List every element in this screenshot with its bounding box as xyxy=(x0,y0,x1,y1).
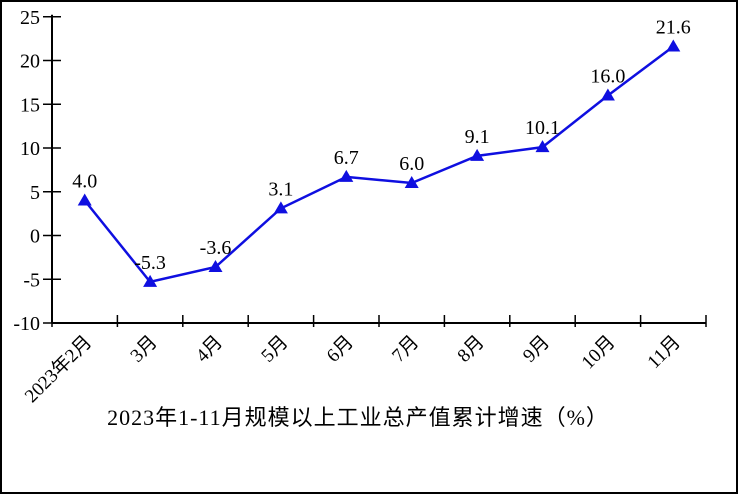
data-point-marker xyxy=(535,140,550,153)
x-axis-label: 3月 xyxy=(127,332,162,367)
y-axis-tick-label: 25 xyxy=(20,7,40,29)
data-point-marker xyxy=(339,169,354,182)
y-axis-tick-label: 15 xyxy=(20,94,40,116)
data-point-label: 3.1 xyxy=(268,178,293,200)
data-point-label: -5.3 xyxy=(134,252,166,274)
data-point-label: 6.0 xyxy=(399,153,424,175)
data-point-marker xyxy=(77,193,92,206)
y-axis-tick-label: 0 xyxy=(30,226,40,248)
x-axis-label: 8月 xyxy=(454,332,489,367)
data-point-label: 21.6 xyxy=(656,17,691,39)
data-point-marker xyxy=(470,148,485,161)
x-axis-label: 7月 xyxy=(388,332,423,367)
x-axis-label: 5月 xyxy=(257,332,292,367)
x-axis-label: 4月 xyxy=(192,332,227,367)
x-axis-label: 6月 xyxy=(323,332,358,367)
y-axis-tick-label: 10 xyxy=(20,138,40,160)
data-point-label: 9.1 xyxy=(465,126,490,148)
data-point-label: 10.1 xyxy=(525,117,560,139)
data-point-label: -3.6 xyxy=(200,237,232,259)
data-point-marker xyxy=(404,176,419,188)
data-point-marker xyxy=(143,274,158,287)
data-point-marker xyxy=(666,39,681,52)
chart-title: 2023年1-11月规模以上工业总产值累计增速（%） xyxy=(107,405,609,430)
y-axis-tick-label: -5 xyxy=(23,269,40,291)
data-point-label: 6.7 xyxy=(334,147,359,169)
y-axis-tick-label: 20 xyxy=(20,51,40,73)
x-axis-label: 10月 xyxy=(578,332,620,374)
y-axis-tick-label: 5 xyxy=(30,182,40,204)
data-point-marker xyxy=(600,88,615,101)
x-axis-label: 9月 xyxy=(519,332,554,367)
data-point-label: 16.0 xyxy=(590,66,625,88)
y-axis-tick-label: -10 xyxy=(13,313,40,335)
data-point-label: 4.0 xyxy=(72,171,97,193)
x-axis-label: 2023年2月 xyxy=(20,331,96,407)
data-line xyxy=(83,45,675,284)
data-point-marker xyxy=(208,260,223,272)
data-point-marker xyxy=(273,201,288,214)
x-axis-label: 11月 xyxy=(644,332,685,373)
